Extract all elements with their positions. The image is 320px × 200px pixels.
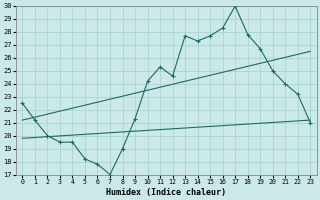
X-axis label: Humidex (Indice chaleur): Humidex (Indice chaleur) (106, 188, 226, 197)
